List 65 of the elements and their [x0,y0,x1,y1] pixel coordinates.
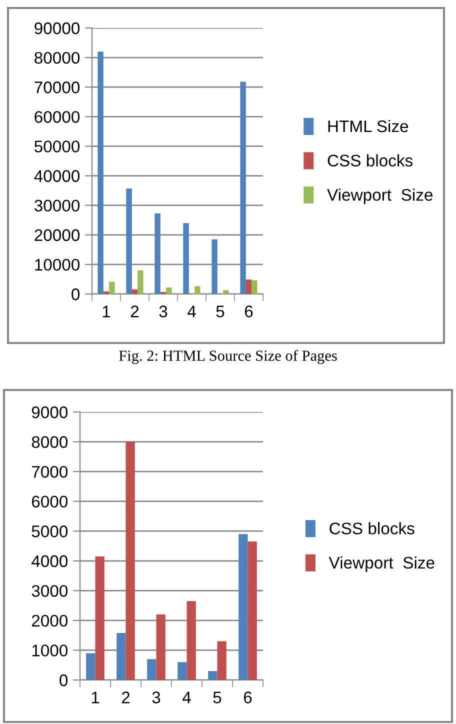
legend-label: CSS blocks [330,522,414,534]
bar [147,659,156,680]
y-tick-label: 30000 [34,200,80,212]
x-tick-label: 3 [152,692,160,704]
caption: Fig. 2: HTML Source Size of Pages [119,350,337,364]
y-tick-label: 6000 [32,496,68,508]
bar [248,542,257,680]
y-tick-label: 20000 [34,229,80,242]
y-tick-label: 8000 [32,436,68,448]
y-tick-label: 10000 [35,258,80,271]
y-tick-label: 0 [60,674,68,686]
y-tick-label: 5000 [32,526,68,538]
y-tick-label: 80000 [34,52,80,64]
x-tick-label: 5 [216,306,224,318]
bar [86,653,96,680]
legend-label: Viewport Size [327,188,432,204]
bar [138,270,144,294]
bar [154,213,160,294]
legend-label: Viewport Size [328,556,434,572]
bar [238,534,248,680]
y-tick-label: 90000 [34,22,80,34]
bar [183,223,189,294]
legend-label: CSS blocks [328,154,413,167]
bar [223,290,229,294]
bar [178,662,187,680]
x-tick-label: 1 [92,692,100,704]
y-tick-label: 3000 [32,585,68,597]
x-tick-label: 4 [188,306,196,318]
bar [95,556,104,680]
x-tick-label: 6 [244,692,252,704]
y-tick-label: 60000 [34,111,80,123]
y-tick-label: 4000 [32,555,68,568]
y-tick-label: 1000 [32,644,68,656]
y-tick-label: 40000 [34,170,80,182]
bar [126,442,135,680]
x-tick-label: 2 [122,692,130,704]
bar [132,289,138,294]
bar [212,239,218,294]
y-tick-label: 2000 [32,614,68,627]
bar [208,671,218,680]
x-tick-label: 4 [182,692,191,704]
x-tick-label: 2 [130,306,139,318]
bar [217,641,226,680]
bar [116,632,126,680]
x-tick-label: 3 [159,306,168,318]
bar [109,282,115,294]
x-tick-label: 1 [102,306,110,318]
bar [252,280,258,294]
bar [186,601,196,680]
legend-label: HTML Size [328,120,408,132]
bar [246,280,252,294]
x-tick-label: 6 [244,306,253,318]
bar [194,286,200,294]
y-tick-label: 9000 [32,406,68,418]
bar [98,52,104,294]
y-tick-label: 0 [72,288,80,300]
bar [240,82,246,294]
bar [126,188,132,294]
y-tick-label: 50000 [34,140,80,152]
x-tick-label: 5 [213,692,222,704]
bar [103,291,110,294]
y-tick-label: 7000 [32,466,68,478]
y-tick-label: 70000 [34,82,80,94]
bar [156,614,166,680]
bar [166,288,172,294]
